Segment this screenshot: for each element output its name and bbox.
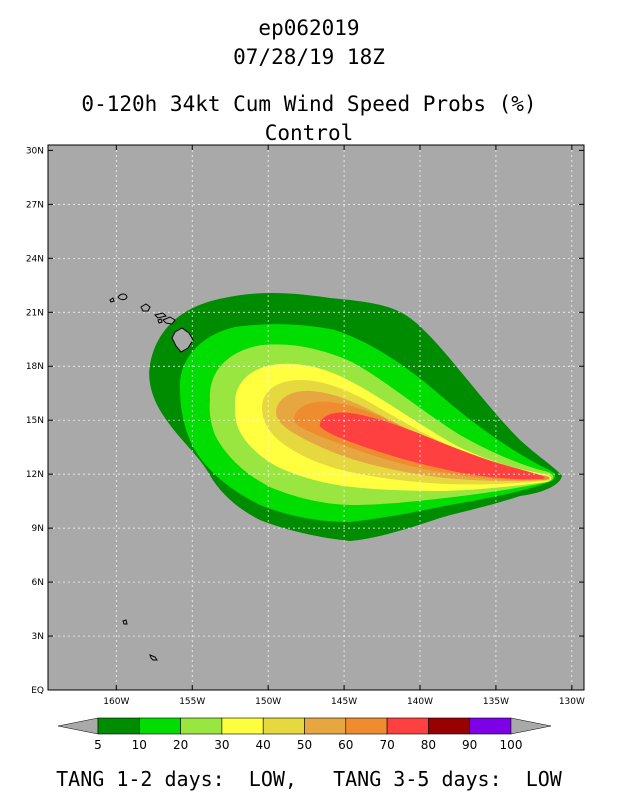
- storm-id-title: ep062019: [258, 16, 360, 40]
- run-label: Control: [264, 121, 354, 145]
- colorbar-swatch: [304, 717, 347, 735]
- colorbar-label: 30: [214, 738, 229, 752]
- graticule-lines: [48, 145, 584, 690]
- colorbar-swatch: [345, 717, 388, 735]
- colorbar-label: 10: [132, 738, 147, 752]
- land-outlines: [109, 293, 194, 661]
- datetime-title: 07/28/19 18Z: [233, 45, 385, 69]
- island-maui: [162, 316, 176, 325]
- lat-tick-label: 6N: [32, 578, 44, 588]
- colorbar-label: 5: [94, 738, 102, 752]
- lon-tick-label: 155W: [179, 697, 205, 707]
- atoll-north: [122, 619, 128, 625]
- lat-tick-label: 27N: [26, 200, 44, 210]
- map-frame: [47, 144, 585, 691]
- latitude-axis: 30N 27N 24N 21N 18N 15N 12N 9N 6N 3N EQ: [26, 146, 584, 696]
- lon-tick-label: 130W: [559, 697, 585, 707]
- colorbar-swatch: [180, 717, 223, 735]
- colorbar-high-extension: [510, 717, 552, 735]
- atoll-south: [149, 654, 158, 661]
- lon-tick-label: 160W: [103, 697, 129, 707]
- island-molokai: [154, 312, 167, 319]
- colorbar-swatch: [139, 717, 181, 735]
- colorbar-label: 80: [421, 738, 436, 752]
- lat-tick-label: 24N: [26, 254, 44, 264]
- colorbar-swatch: [262, 717, 305, 735]
- probability-contours: [149, 293, 562, 541]
- colorbar-label: 70: [379, 738, 394, 752]
- colorbar-label: 20: [173, 738, 188, 752]
- lat-tick-label: 30N: [26, 146, 44, 156]
- colorbar-swatch: [386, 717, 429, 735]
- lon-tick-label: 135W: [483, 697, 509, 707]
- tang-footer: TANG 1-2 days: LOW, TANG 3-5 days: LOW: [56, 767, 562, 791]
- lat-tick-label: 15N: [26, 416, 44, 426]
- colorbar-label: 90: [462, 738, 477, 752]
- lat-tick-label: 21N: [26, 308, 44, 318]
- colorbar-label: 60: [338, 738, 353, 752]
- lat-tick-label: 9N: [32, 524, 44, 534]
- island-kauai: [117, 293, 128, 301]
- colorbar-swatch: [221, 717, 264, 735]
- lat-tick-label: 3N: [32, 632, 44, 642]
- colorbar-low-extension: [57, 717, 99, 735]
- colorbar-label: 100: [500, 738, 523, 752]
- colorbar-swatch: [428, 717, 470, 735]
- lat-tick-label: 12N: [26, 470, 44, 480]
- product-title: 0-120h 34kt Cum Wind Speed Probs (%): [81, 92, 537, 116]
- longitude-axis: 160W 155W 150W 145W 140W 135W 130W: [103, 145, 585, 707]
- colorbar-swatch: [469, 717, 512, 735]
- island-oahu: [140, 303, 151, 312]
- island-lanai: [157, 318, 163, 324]
- colorbar-label: 50: [297, 738, 312, 752]
- lat-tick-label: EQ: [31, 686, 44, 696]
- lat-tick-label: 18N: [26, 362, 44, 372]
- colorbar-swatch: [97, 717, 140, 735]
- colorbar: 5 10 20 30 40 50 60 70 80 90 100: [57, 717, 552, 752]
- contour-70: [319, 412, 545, 480]
- lon-tick-label: 150W: [255, 697, 281, 707]
- colorbar-label: 40: [256, 738, 271, 752]
- lon-tick-label: 140W: [407, 697, 433, 707]
- island-hawaii: [171, 327, 194, 353]
- lon-tick-label: 145W: [331, 697, 357, 707]
- island-niihau: [109, 297, 115, 303]
